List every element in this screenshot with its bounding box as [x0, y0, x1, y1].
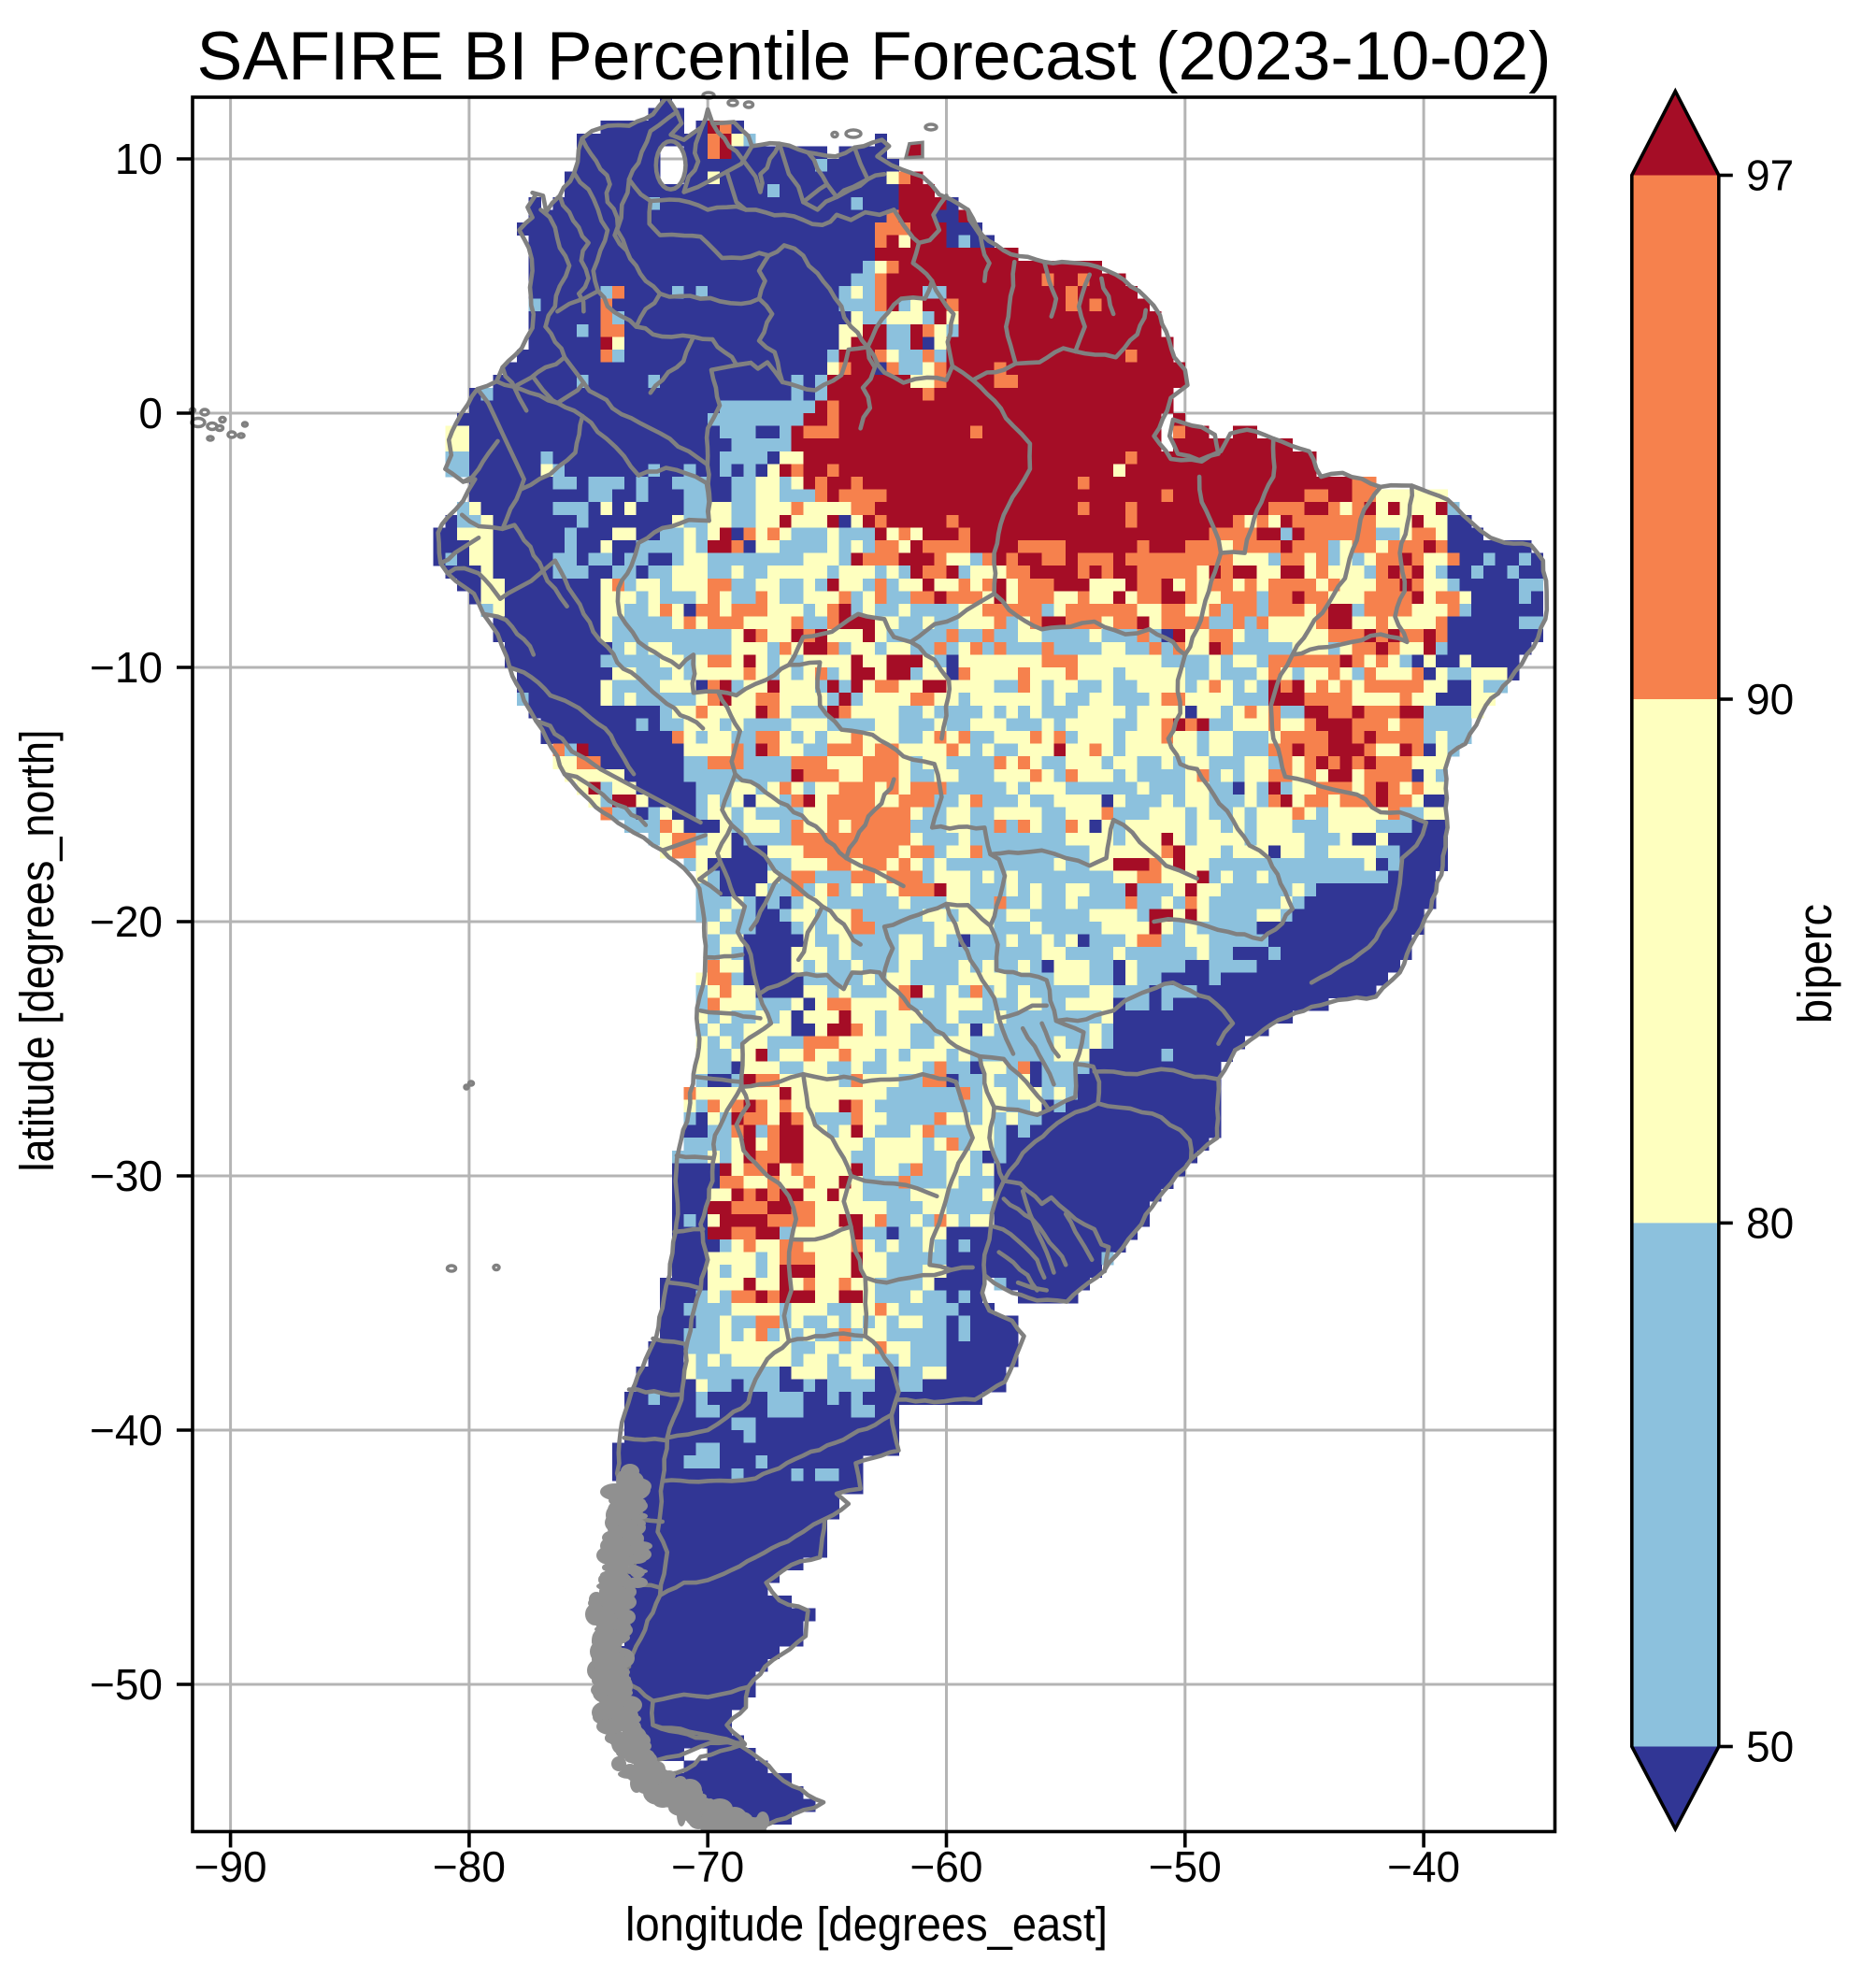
svg-text:90: 90	[1746, 675, 1794, 723]
svg-text:80: 80	[1746, 1198, 1794, 1247]
svg-text:−10: −10	[90, 643, 163, 692]
svg-text:−90: −90	[194, 1842, 267, 1891]
svg-text:longitude [degrees_east]: longitude [degrees_east]	[625, 1897, 1108, 1951]
svg-text:−80: −80	[433, 1842, 506, 1891]
svg-text:biperc: biperc	[1788, 904, 1841, 1024]
svg-text:−50: −50	[90, 1660, 163, 1709]
svg-text:SAFIRE BI Percentile Forecast: SAFIRE BI Percentile Forecast (2023-10-0…	[197, 19, 1552, 94]
svg-text:97: 97	[1746, 151, 1794, 200]
svg-text:10: 10	[115, 135, 163, 183]
svg-text:−70: −70	[671, 1842, 744, 1891]
svg-text:0: 0	[138, 389, 163, 437]
svg-text:−20: −20	[90, 897, 163, 946]
svg-text:50: 50	[1746, 1723, 1794, 1771]
svg-text:−30: −30	[90, 1152, 163, 1200]
svg-text:−40: −40	[90, 1406, 163, 1454]
svg-text:−50: −50	[1149, 1842, 1222, 1891]
svg-text:−60: −60	[909, 1842, 982, 1891]
svg-text:latitude [degrees_north]: latitude [degrees_north]	[10, 730, 64, 1172]
svg-text:−40: −40	[1387, 1842, 1460, 1891]
